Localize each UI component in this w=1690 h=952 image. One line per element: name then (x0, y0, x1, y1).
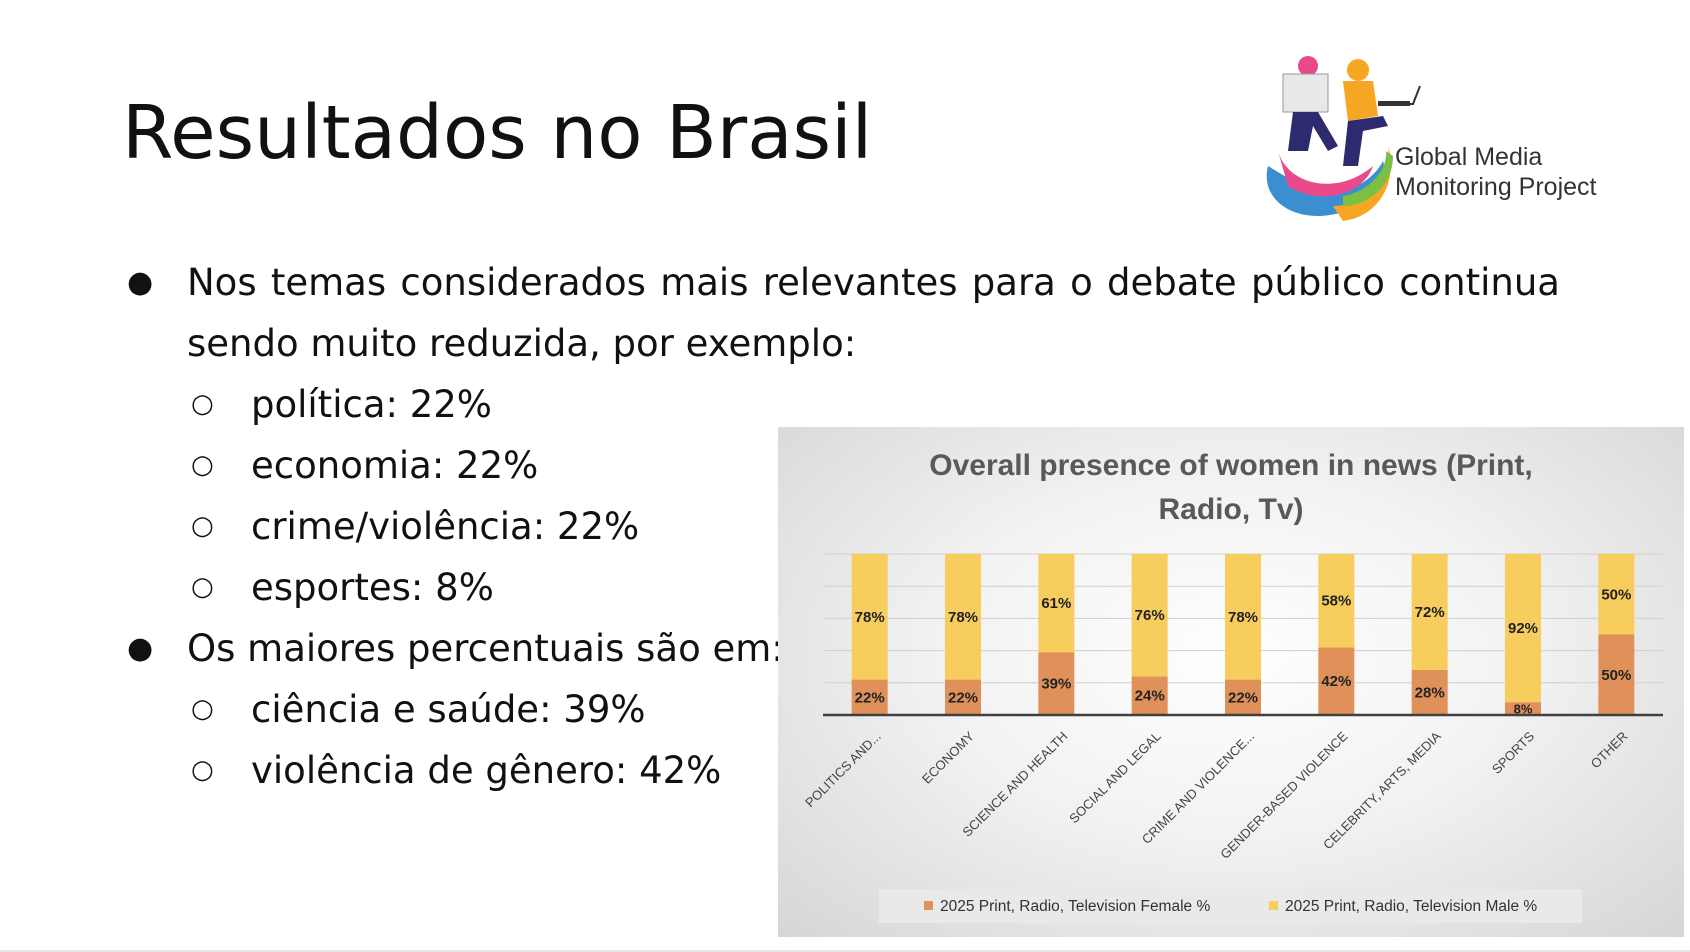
sub-bullet-text: crime/violência: 22% (251, 505, 640, 548)
bullet-circle-icon: ○ (191, 389, 214, 419)
bullet-circle-icon: ○ (191, 511, 214, 541)
gmmp-logo (1266, 56, 1421, 221)
sub-bullet-text: economia: 22% (251, 444, 539, 487)
sub-bullet-text: violência de gênero: 42% (251, 749, 722, 792)
data-label-female: 22% (948, 689, 978, 706)
bar-female (1505, 702, 1541, 715)
bar-female (1131, 676, 1168, 715)
bullet-item: ● Os maiores percentuais são em: (125, 618, 1560, 679)
bullet-list: ● Nos temas considerados mais relevantes… (125, 252, 1560, 801)
bullet-dot-icon: ● (127, 265, 154, 300)
chart-panel: Overall presence of women in news (Print… (778, 427, 1684, 937)
bar-male (1505, 554, 1541, 703)
data-label-female: 8% (1514, 702, 1533, 717)
bar-male (945, 554, 981, 680)
category-label: OTHER (1588, 729, 1631, 772)
bar-male (1598, 554, 1635, 635)
bullet-circle-icon: ○ (191, 694, 214, 724)
bar-female (945, 679, 981, 715)
sub-bullet-item: ○ ciência e saúde: 39% (125, 679, 1560, 740)
legend-swatch-female (924, 901, 933, 910)
bar-male (851, 554, 888, 680)
data-label-male: 78% (855, 609, 885, 626)
category-label: SCIENCE AND HEALTH (959, 729, 1070, 840)
bar-female (1318, 647, 1355, 715)
bar-female (1225, 679, 1261, 715)
bullet-circle-icon: ○ (191, 755, 214, 785)
legend-swatch-male (1269, 901, 1278, 910)
bar-female (1598, 634, 1635, 715)
data-label-female: 22% (1228, 689, 1258, 706)
sub-bullet-item: ○ política: 22% (125, 374, 1560, 435)
data-label-male: 92% (1508, 620, 1538, 637)
data-label-female: 28% (1415, 684, 1445, 701)
bullet-dot-icon: ● (127, 631, 154, 666)
bar-male (1411, 554, 1448, 670)
data-label-female: 39% (1041, 676, 1071, 693)
data-label-male: 78% (1228, 609, 1258, 626)
slide-bottom-divider (0, 950, 1690, 952)
data-label-female: 22% (855, 689, 885, 706)
sub-bullet-text: política: 22% (251, 383, 492, 426)
legend-label-female: 2025 Print, Radio, Television Female % (940, 898, 1210, 915)
bullet-circle-icon: ○ (191, 572, 214, 602)
data-label-male: 58% (1321, 593, 1351, 610)
sub-bullet-item: ○ violência de gênero: 42% (125, 740, 1560, 801)
bar-female (851, 679, 888, 715)
bar-male (1038, 554, 1075, 653)
legend-label-male: 2025 Print, Radio, Television Male % (1285, 898, 1537, 915)
data-label-male: 72% (1415, 604, 1445, 621)
logo-line-1: Global Media (1395, 143, 1543, 171)
chart-title-line-2: Radio, Tv) (1158, 493, 1303, 526)
legend-box (879, 889, 1582, 923)
bullet-text: Os maiores percentuais são em: (187, 627, 784, 670)
data-label-male: 50% (1601, 586, 1631, 603)
data-label-male: 78% (948, 609, 978, 626)
data-label-female: 50% (1601, 667, 1631, 684)
category-label: ECONOMY (919, 728, 977, 786)
bullet-circle-icon: ○ (191, 450, 214, 480)
data-label-female: 42% (1321, 673, 1351, 690)
logo-illustration-icon (1266, 56, 1421, 221)
sub-bullet-item: ○ crime/violência: 22% (125, 496, 1560, 557)
slide-title: Resultados no Brasil (122, 90, 873, 176)
data-label-male: 61% (1041, 595, 1071, 612)
data-label-female: 24% (1135, 688, 1165, 705)
bar-male (1318, 554, 1355, 648)
sub-bullet-text: esportes: 8% (251, 566, 494, 609)
bar-female (1038, 652, 1075, 715)
bullet-text: Nos temas considerados mais relevantes p… (187, 261, 1560, 365)
sub-bullet-item: ○ economia: 22% (125, 435, 1560, 496)
bar-female (1411, 669, 1448, 715)
data-label-male: 76% (1135, 607, 1165, 624)
logo-line-2: Monitoring Project (1395, 173, 1597, 201)
sub-bullet-item: ○ esportes: 8% (125, 557, 1560, 618)
sub-bullet-text: ciência e saúde: 39% (251, 688, 646, 731)
category-label: SOCIAL AND LEGAL (1066, 729, 1164, 827)
chart-title-line-1: Overall presence of women in news (Print… (929, 449, 1533, 482)
stacked-bar-chart: Overall presence of women in news (Print… (802, 449, 1663, 923)
bar-male (1225, 554, 1261, 680)
category-label: POLITICS AND... (802, 729, 884, 811)
category-label: SPORTS (1489, 728, 1537, 776)
logo-text: Global Media Monitoring Project (1395, 142, 1596, 202)
bullet-item: ● Nos temas considerados mais relevantes… (125, 252, 1560, 374)
bar-male (1131, 554, 1168, 677)
